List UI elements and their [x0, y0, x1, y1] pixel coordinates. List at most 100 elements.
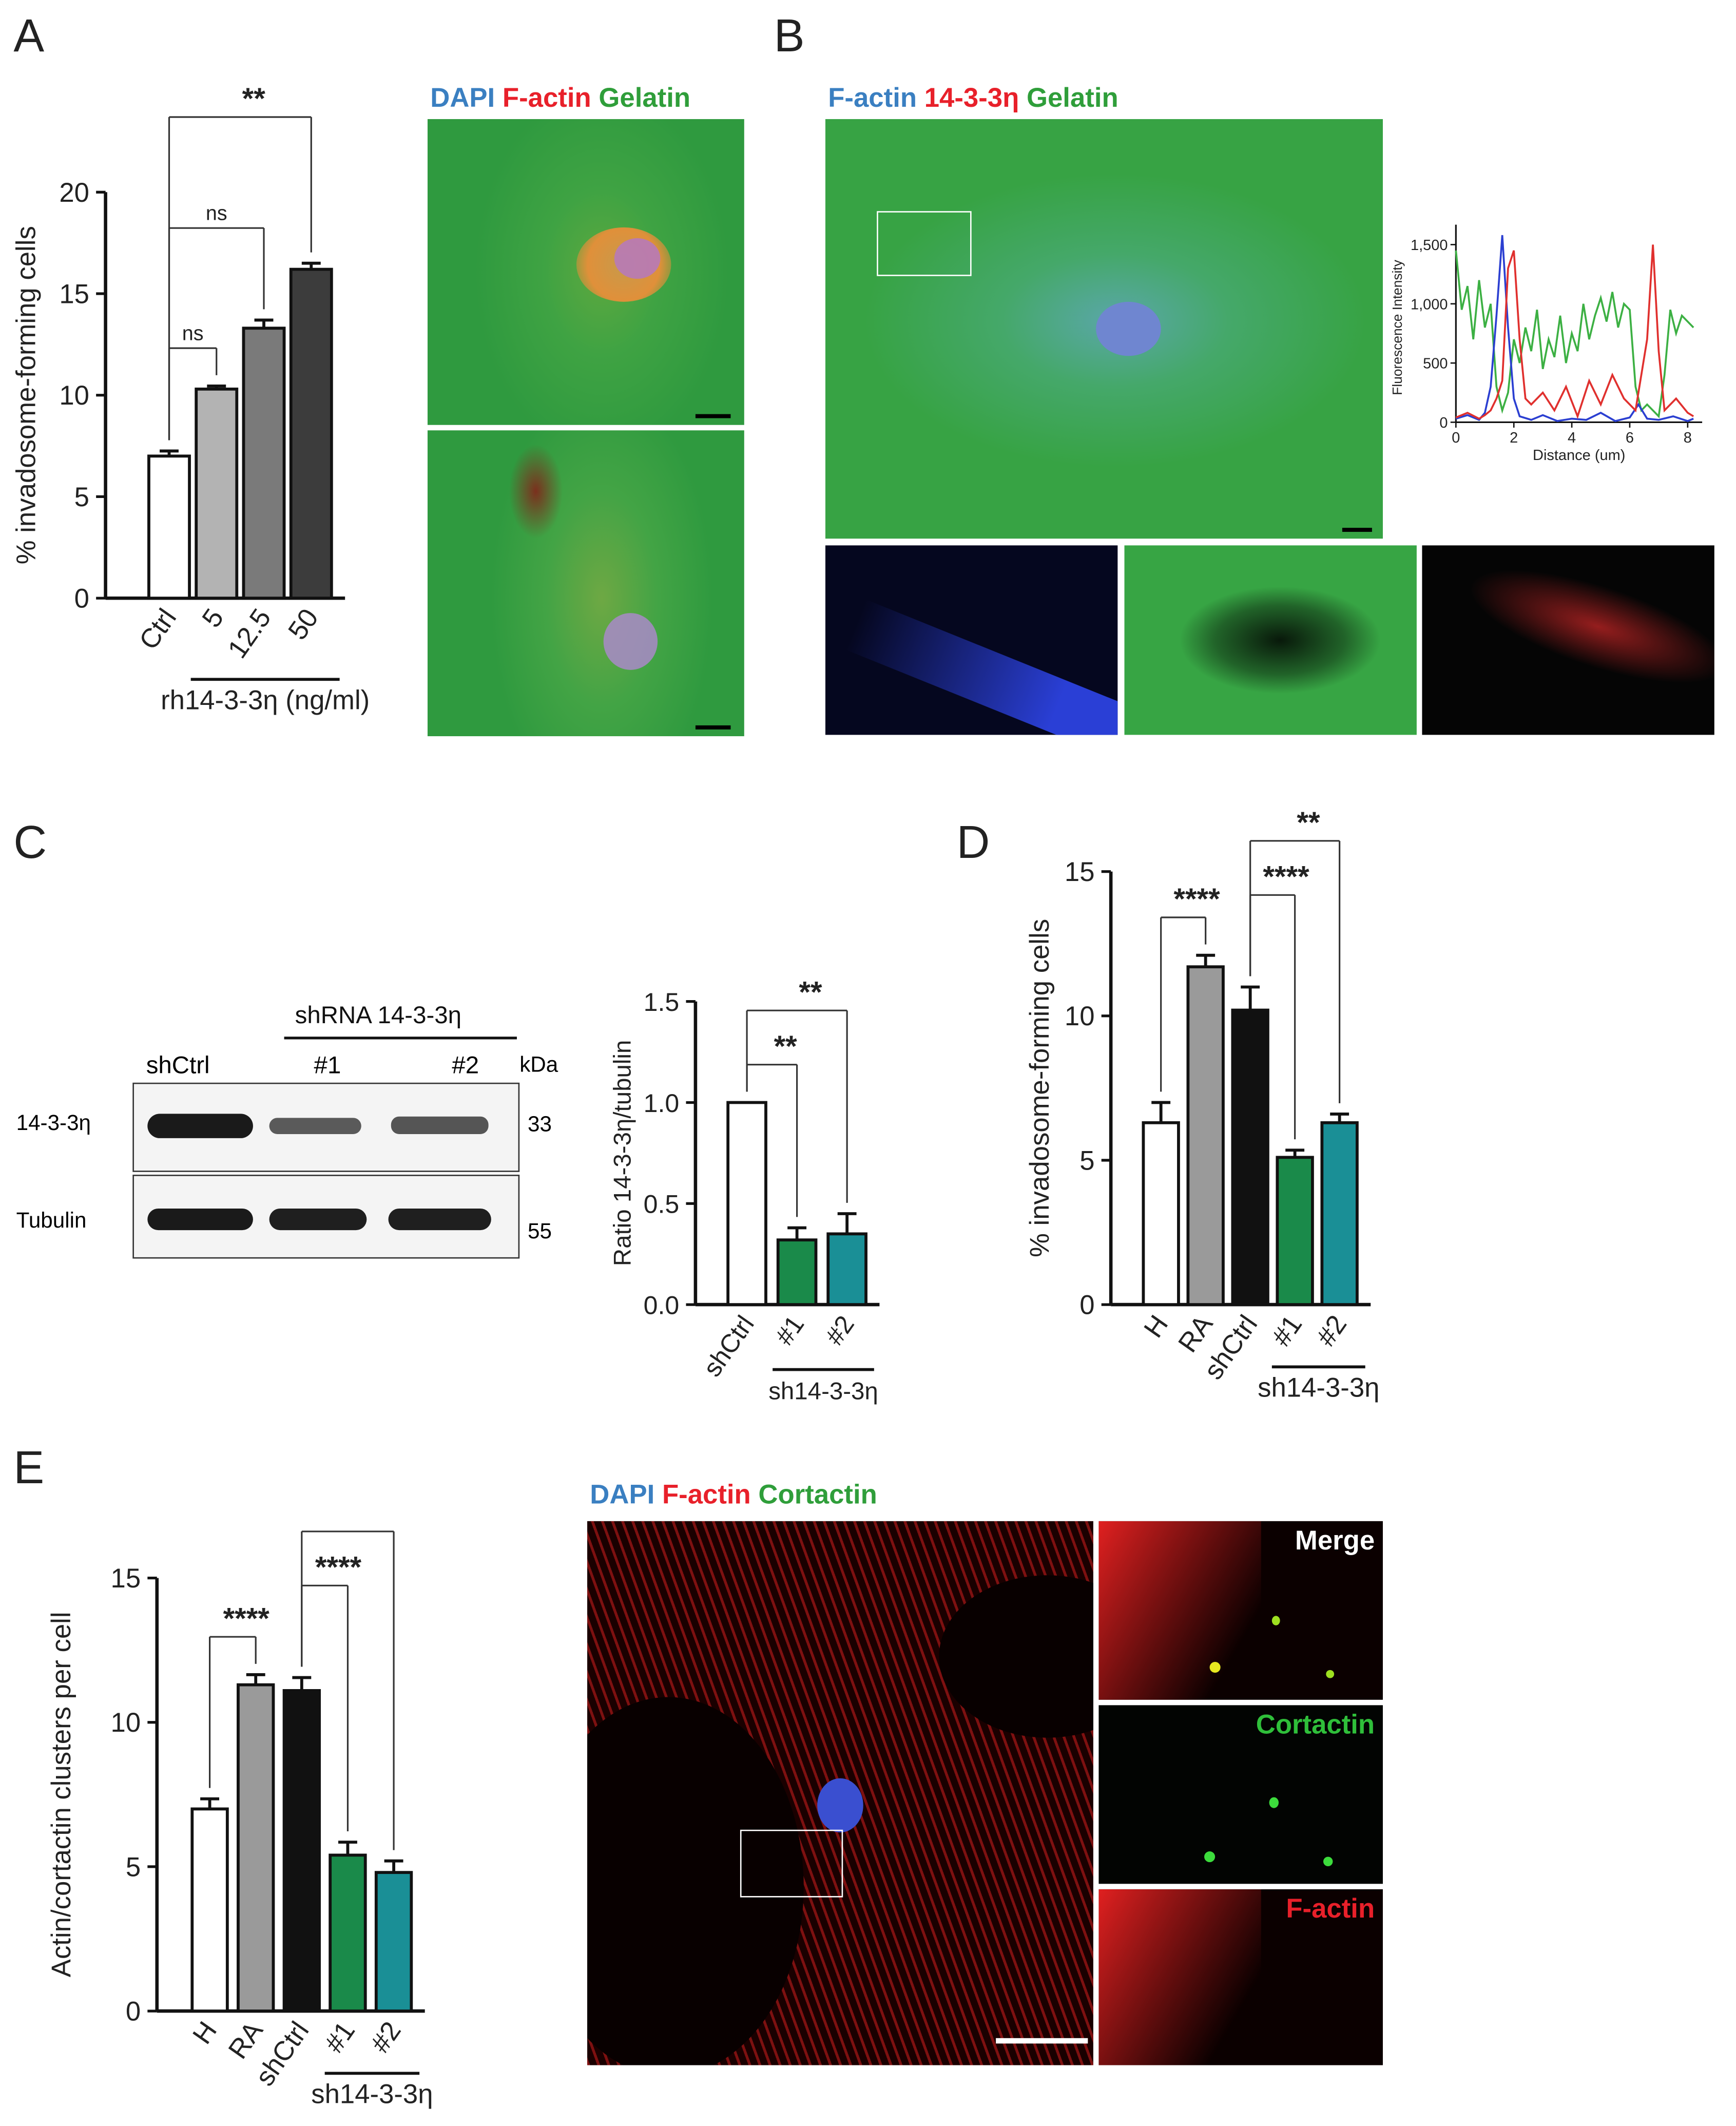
y-tick-label: 15 [111, 1563, 141, 1594]
group-label: sh14-3-3η [768, 1378, 878, 1405]
micro-label-b: F-actin 14-3-3η Gelatin [828, 84, 1118, 115]
micro-label-a: DAPI F-actin Gelatin [430, 84, 690, 115]
scale-bar [695, 414, 731, 418]
inset-label-merge: Merge [1295, 1526, 1375, 1557]
x-tick-label: #1 [1266, 1310, 1308, 1352]
y-axis-label: Fluorescence Intensity [1390, 259, 1405, 395]
significance-label: **** [338, 1529, 385, 1530]
punctum [1209, 1662, 1221, 1673]
punctum [1271, 1616, 1280, 1625]
actin-streak [1098, 1521, 1261, 1700]
bar [195, 387, 239, 600]
blot-group-label: shRNA 14-3-3η [295, 1001, 462, 1029]
band [269, 1208, 367, 1231]
bar [1142, 1121, 1180, 1307]
significance-label: **** [223, 1602, 270, 1635]
label-dapi: DAPI [590, 1480, 655, 1510]
y-tick-label: 0.5 [644, 1190, 680, 1219]
label-gelatin: Gelatin [599, 84, 691, 114]
y-tick-label: 1,000 [1411, 296, 1448, 313]
significance-label: **** [315, 1552, 362, 1584]
band [147, 1208, 253, 1231]
band [388, 1208, 491, 1231]
micro-label-e: DAPI F-actin Cortactin [590, 1481, 877, 1512]
x-tick-label: 5 [196, 603, 229, 633]
label-dapi: DAPI [430, 84, 495, 114]
y-tick-label: 5 [74, 482, 89, 512]
group-label: sh14-3-3η [311, 2079, 433, 2109]
y-tick-label: 10 [59, 380, 89, 411]
bar [776, 1238, 818, 1307]
label-factin: F-actin [662, 1480, 751, 1510]
label-cortactin: Cortactin [758, 1480, 877, 1510]
roi-box [740, 1829, 843, 1898]
significance-label: ** [774, 1030, 798, 1063]
panel-letter-b: B [774, 11, 805, 63]
nucleus [614, 238, 661, 279]
bar [237, 1683, 275, 2013]
chart-e: 0 5 10 15 Actin/cortactin clusters per cell H… [46, 1529, 433, 2110]
y-tick-label: 0 [74, 584, 89, 614]
panel-letter-d: D [956, 817, 990, 869]
y-tick-label: 5 [1079, 1145, 1094, 1176]
y-tick-label: 20 [59, 178, 89, 208]
inset-e-cortactin: Cortactin [1098, 1705, 1383, 1884]
x-tick-label: #2 [820, 1310, 860, 1350]
x-tick-label: 0 [1452, 430, 1460, 446]
x-tick-label: #2 [1310, 1310, 1353, 1352]
blot-strip-14-3-3 [132, 1082, 520, 1172]
y-tick-label: 10 [1065, 1001, 1095, 1031]
x-tick-label: 6 [1626, 430, 1634, 446]
blot-strip-tubulin [132, 1175, 520, 1259]
y-tick-label: 0 [1439, 415, 1448, 431]
dark-region [587, 1697, 804, 2065]
degradation-spots [509, 444, 563, 539]
lane-label-2: #2 [452, 1051, 479, 1079]
label-factin: F-actin [828, 84, 917, 114]
bar [374, 1871, 413, 2013]
significance-label: **** [1263, 860, 1309, 893]
significance-label: ** [242, 83, 266, 116]
row-label-tubulin: Tubulin [16, 1210, 87, 1233]
bar [190, 1807, 229, 2013]
inset-label-cortactin: Cortactin [1256, 1710, 1375, 1740]
label-14-3-3: 14-3-3η [924, 84, 1019, 114]
scale-bar [695, 725, 731, 730]
lane-label-1: #1 [314, 1051, 341, 1079]
inset-e-factin: F-actin [1098, 1889, 1383, 2065]
x-tick-label: 50 [282, 603, 324, 645]
y-tick-label: 1.5 [644, 988, 680, 1017]
nucleus [1096, 301, 1161, 356]
y-tick-label: 0 [1079, 1290, 1094, 1320]
inset-e-merge: Merge [1098, 1521, 1383, 1700]
x-tick-label: #1 [770, 1310, 810, 1350]
significance-label: **** [1173, 883, 1220, 916]
y-axis-label: Actin/cortactin clusters per cell [46, 1612, 76, 1977]
significance-bracket: ** [168, 83, 312, 440]
inset-b-red [1422, 545, 1714, 735]
x-tick-label: shCtrl [698, 1310, 760, 1382]
panel-letter-a: A [13, 11, 45, 63]
red-punctae [1456, 546, 1714, 707]
bar [1276, 1156, 1314, 1307]
y-axis-label: % invadosome-forming cells [11, 226, 42, 564]
x-tick-label: H [187, 2016, 223, 2050]
micrograph-a-top [427, 119, 744, 425]
y-axis-label: Ratio 14-3-3η/tubulin [609, 1040, 636, 1266]
group-label: sh14-3-3η [1258, 1372, 1379, 1403]
bar [282, 1689, 321, 2013]
y-tick-label: 0 [126, 1997, 141, 2027]
significance-label: ** [1297, 812, 1320, 839]
kda-55: 55 [528, 1220, 552, 1244]
micrograph-b-main [825, 119, 1383, 539]
inset-label-factin: F-actin [1286, 1894, 1375, 1925]
micrograph-a-bottom [427, 430, 744, 736]
row-label-14-3-3: 14-3-3η [16, 1112, 91, 1136]
significance-label: ns [206, 202, 227, 224]
y-tick-label: 5 [126, 1852, 141, 1882]
y-tick-label: 1.0 [644, 1089, 680, 1118]
inset-b-blue [825, 545, 1118, 735]
